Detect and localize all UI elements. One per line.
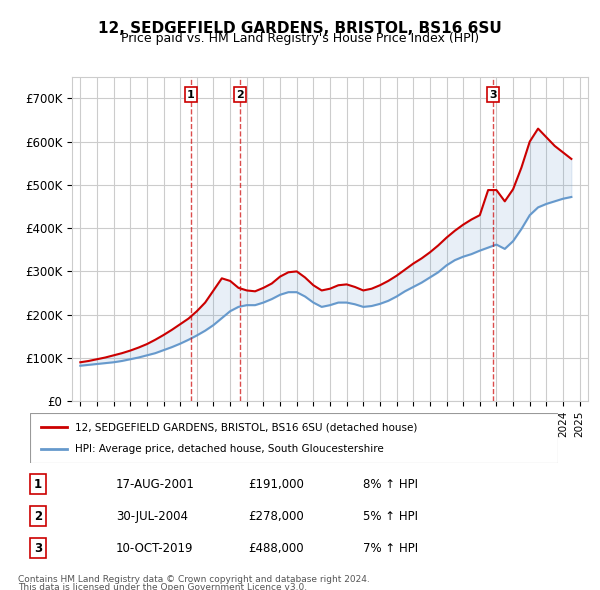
Text: £488,000: £488,000: [248, 542, 304, 555]
Text: Price paid vs. HM Land Registry's House Price Index (HPI): Price paid vs. HM Land Registry's House …: [121, 32, 479, 45]
Text: £278,000: £278,000: [248, 510, 304, 523]
Text: 8% ↑ HPI: 8% ↑ HPI: [364, 478, 418, 491]
Text: 7% ↑ HPI: 7% ↑ HPI: [364, 542, 418, 555]
Text: 30-JUL-2004: 30-JUL-2004: [116, 510, 188, 523]
Text: 1: 1: [34, 478, 42, 491]
Text: 2: 2: [34, 510, 42, 523]
Text: 3: 3: [489, 90, 497, 100]
Text: 3: 3: [34, 542, 42, 555]
Text: 2: 2: [236, 90, 244, 100]
FancyBboxPatch shape: [30, 413, 558, 463]
Text: 12, SEDGEFIELD GARDENS, BRISTOL, BS16 6SU: 12, SEDGEFIELD GARDENS, BRISTOL, BS16 6S…: [98, 21, 502, 35]
Text: 5% ↑ HPI: 5% ↑ HPI: [364, 510, 418, 523]
Text: 12, SEDGEFIELD GARDENS, BRISTOL, BS16 6SU (detached house): 12, SEDGEFIELD GARDENS, BRISTOL, BS16 6S…: [75, 422, 417, 432]
Text: This data is licensed under the Open Government Licence v3.0.: This data is licensed under the Open Gov…: [18, 583, 307, 590]
Text: 10-OCT-2019: 10-OCT-2019: [116, 542, 193, 555]
Text: HPI: Average price, detached house, South Gloucestershire: HPI: Average price, detached house, Sout…: [75, 444, 383, 454]
Text: £191,000: £191,000: [248, 478, 304, 491]
Text: 17-AUG-2001: 17-AUG-2001: [116, 478, 194, 491]
Text: 1: 1: [187, 90, 194, 100]
Text: Contains HM Land Registry data © Crown copyright and database right 2024.: Contains HM Land Registry data © Crown c…: [18, 575, 370, 584]
